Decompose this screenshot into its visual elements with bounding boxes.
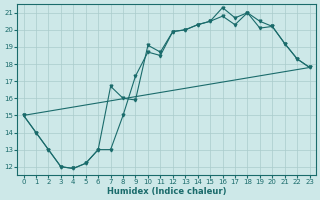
X-axis label: Humidex (Indice chaleur): Humidex (Indice chaleur): [107, 187, 226, 196]
